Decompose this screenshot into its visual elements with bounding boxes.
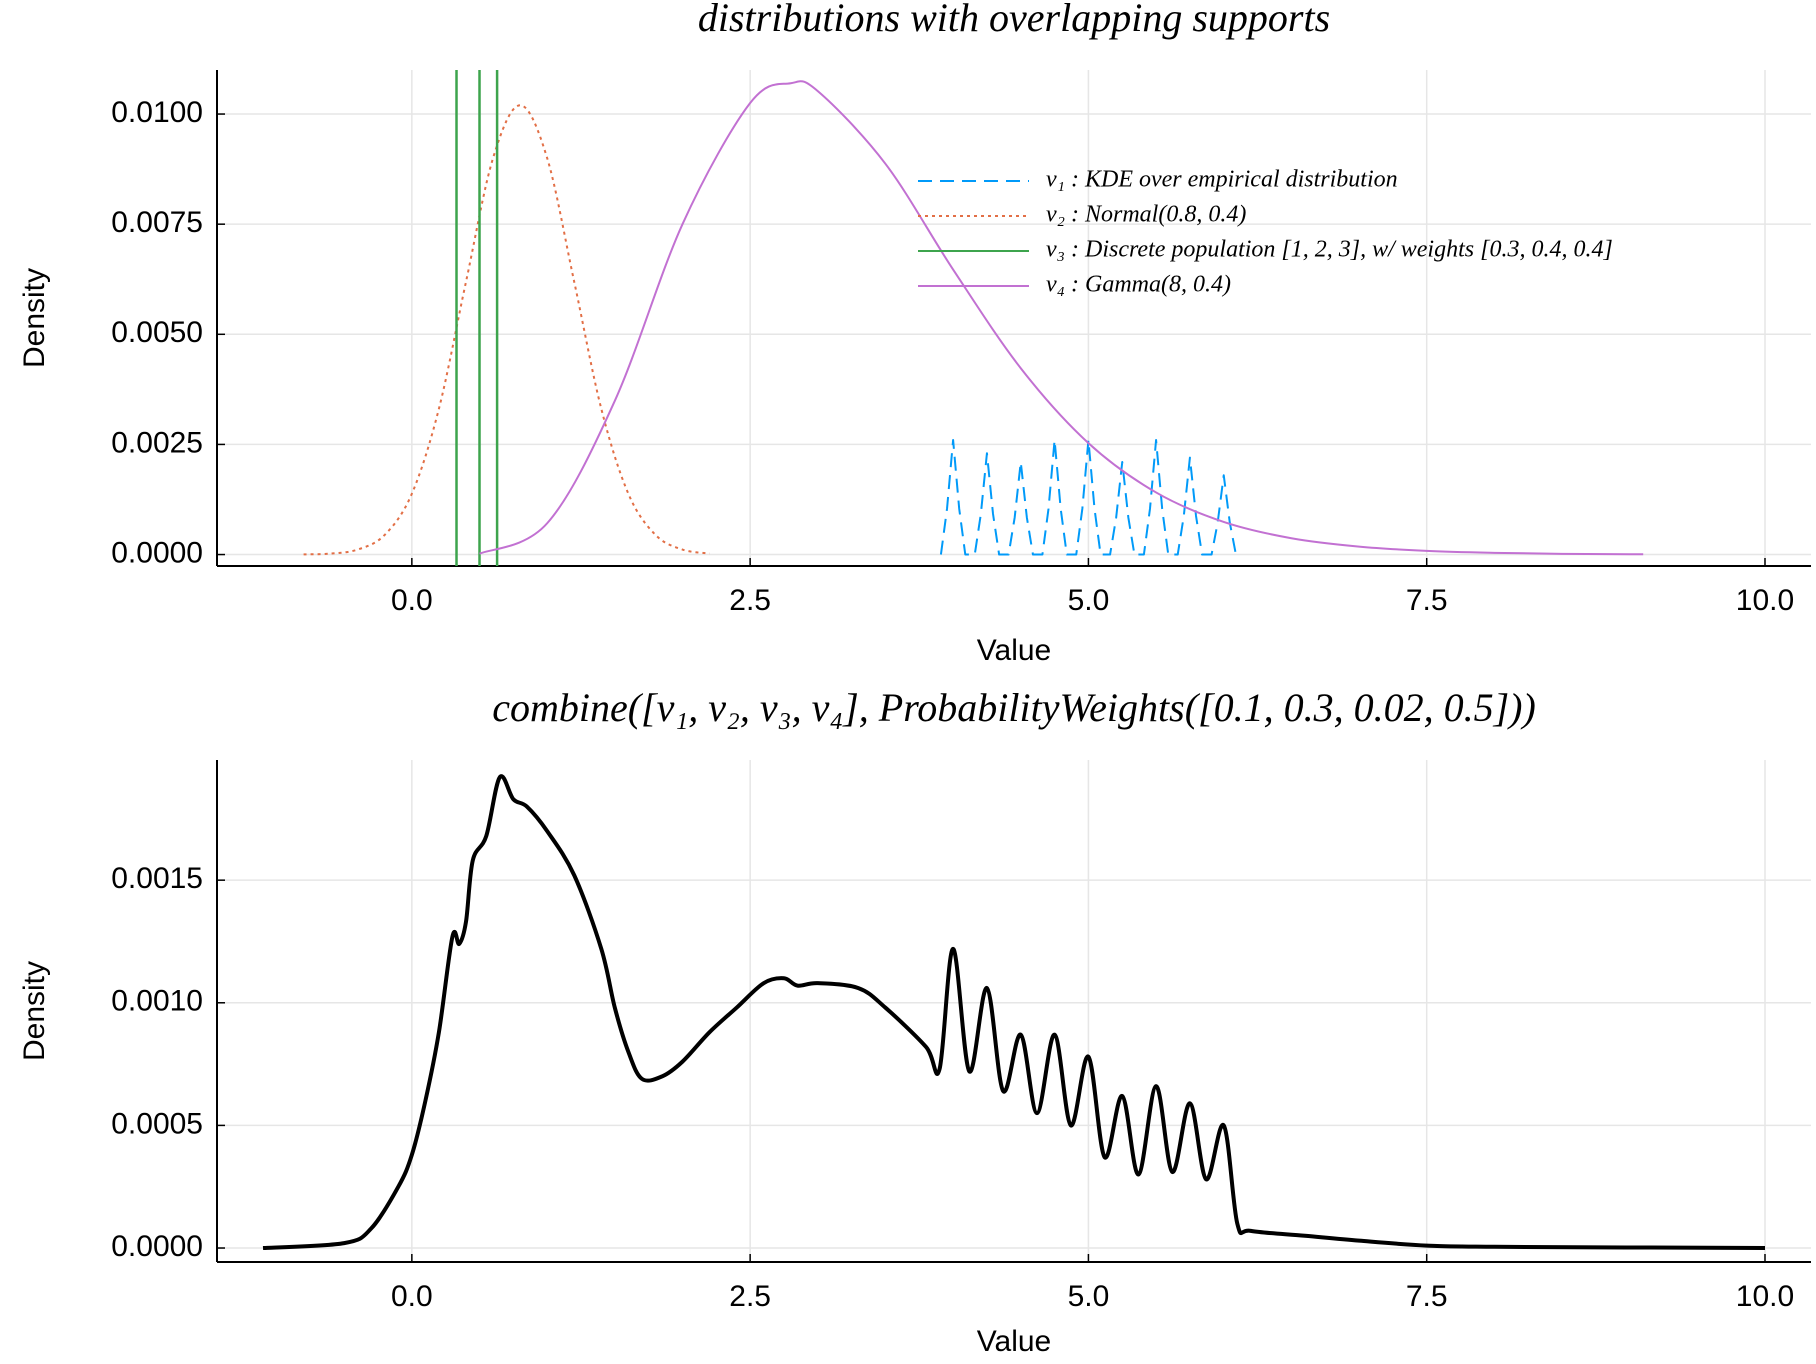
x-tick-label: 7.5: [1406, 1280, 1448, 1313]
legend-label: v₃ : Discrete population [1, 2, 3], w/ w…: [1046, 237, 1613, 263]
series-line: [262, 774, 1765, 1251]
x-tick-label: 10.0: [1736, 1280, 1794, 1313]
x-tick-label: 2.5: [729, 584, 771, 617]
y-tick-label: 0.0010: [111, 985, 203, 1018]
y-tick-label: 0.0015: [111, 862, 203, 895]
y-tick-label: 0.0000: [111, 536, 203, 569]
chart-title: distributions with overlapping supports: [698, 0, 1330, 40]
series-line: [479, 80, 1644, 556]
legend-label: v₂ : Normal(0.8, 0.4): [1046, 202, 1246, 228]
x-tick-label: 5.0: [1068, 1280, 1110, 1313]
legend-label: v₄ : Gamma(8, 0.4): [1046, 272, 1231, 298]
y-tick-label: 0.0025: [111, 426, 203, 459]
x-axis-label: Value: [977, 634, 1052, 667]
x-tick-label: 5.0: [1068, 584, 1110, 617]
y-tick-label: 0.0005: [111, 1107, 203, 1140]
series-line: [939, 439, 1237, 556]
y-axis-label: Density: [18, 961, 51, 1061]
x-tick-label: 10.0: [1736, 584, 1794, 617]
legend-label: v₁ : KDE over empirical distribution: [1046, 167, 1398, 193]
x-axis-label: Value: [977, 1325, 1052, 1358]
x-tick-label: 2.5: [729, 1280, 771, 1313]
y-tick-label: 0.0000: [111, 1230, 203, 1263]
x-tick-label: 0.0: [391, 1280, 433, 1313]
chart-title: combine([v₁, v₂, v₃, v₄], ProbabilityWei…: [492, 685, 1536, 730]
series-line: [303, 104, 710, 556]
y-axis-label: Density: [18, 268, 51, 368]
y-tick-label: 0.0075: [111, 206, 203, 239]
y-tick-label: 0.0100: [111, 96, 203, 129]
y-tick-label: 0.0050: [111, 316, 203, 349]
x-tick-label: 0.0: [391, 584, 433, 617]
x-tick-label: 7.5: [1406, 584, 1448, 617]
